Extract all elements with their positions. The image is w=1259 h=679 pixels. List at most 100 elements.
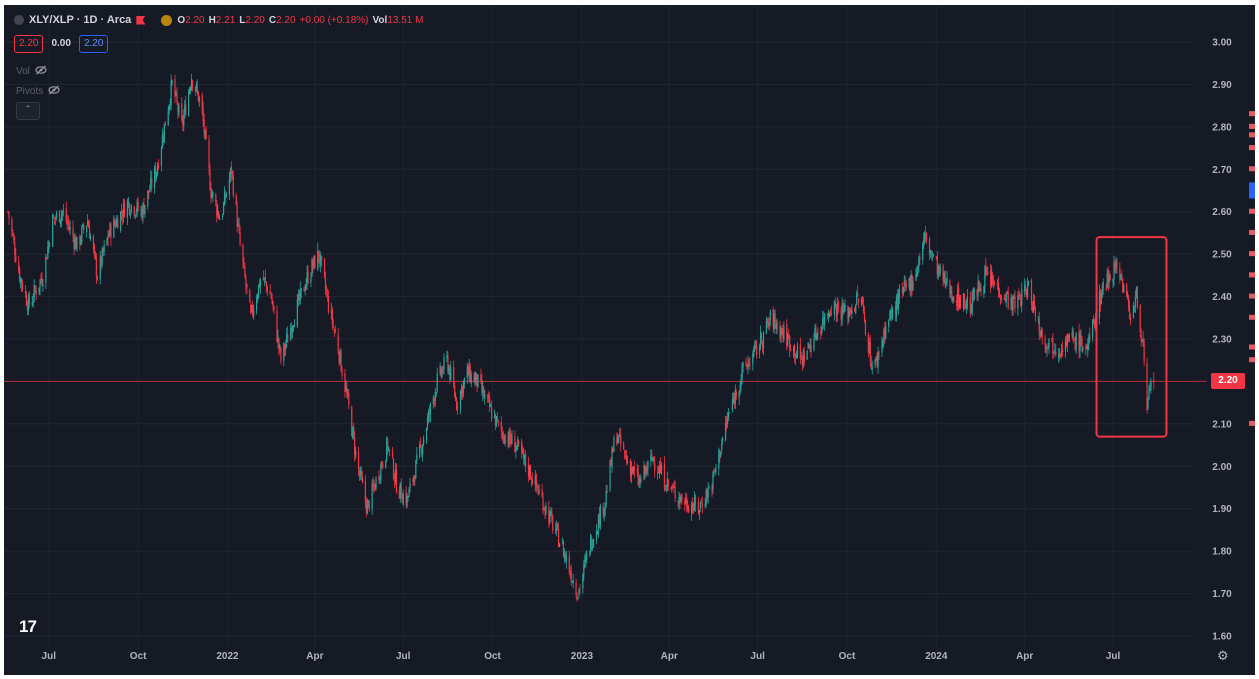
- tradingview-logo[interactable]: 17: [19, 617, 37, 636]
- candle: [657, 466, 659, 481]
- candle: [143, 197, 145, 215]
- alert-marker[interactable]: [1249, 344, 1255, 350]
- candle: [841, 297, 843, 326]
- alert-marker[interactable]: [1249, 314, 1255, 320]
- candle: [636, 463, 638, 477]
- candle: [833, 300, 835, 321]
- candle: [266, 284, 268, 296]
- candle: [1094, 319, 1096, 329]
- candle: [340, 348, 342, 372]
- scroll-marker[interactable]: [1249, 182, 1255, 199]
- candle: [223, 186, 226, 206]
- market-status-icon[interactable]: [161, 14, 173, 26]
- candle: [728, 412, 731, 414]
- alert-marker[interactable]: [1249, 111, 1255, 117]
- candle: [924, 231, 926, 246]
- price-chart[interactable]: 3.00 2.90 2.80 2.70 2.60 2.50 2.40 2.30 2.20 2.10…: [4, 5, 1255, 675]
- candle: [202, 101, 204, 127]
- alert-marker[interactable]: [1249, 132, 1255, 138]
- gear-icon[interactable]: ⚙: [1217, 648, 1229, 663]
- candle: [609, 459, 611, 493]
- candle: [215, 192, 217, 207]
- candle: [389, 448, 391, 457]
- flag-icon[interactable]: [136, 15, 146, 25]
- candle: [738, 390, 740, 406]
- candle: [219, 214, 221, 220]
- candle: [490, 400, 493, 422]
- candle: [576, 592, 578, 602]
- candle: [278, 338, 280, 356]
- candle: [128, 202, 130, 217]
- candle: [1088, 333, 1090, 350]
- candle: [997, 276, 1000, 298]
- candle: [1149, 382, 1151, 392]
- candle: [493, 409, 496, 419]
- candle: [217, 204, 219, 219]
- candle: [895, 293, 898, 322]
- alert-marker[interactable]: [1249, 272, 1255, 278]
- candle: [110, 222, 112, 246]
- candle: [847, 305, 849, 326]
- sell-button[interactable]: 2.20: [14, 35, 44, 53]
- candle: [715, 464, 717, 476]
- alert-marker[interactable]: [1249, 229, 1255, 235]
- chart-frame[interactable]: 3.00 2.90 2.80 2.70 2.60 2.50 2.40 2.30 2.20 2.10…: [4, 5, 1255, 675]
- alert-marker[interactable]: [1249, 145, 1255, 151]
- candle: [874, 358, 876, 369]
- candle: [250, 301, 252, 315]
- indicator-pivots[interactable]: Pivots: [16, 85, 60, 98]
- candle: [1082, 345, 1084, 354]
- candle: [184, 99, 186, 119]
- alert-marker[interactable]: [1249, 293, 1255, 299]
- candle: [1109, 273, 1111, 282]
- candle: [231, 169, 233, 181]
- candle: [87, 214, 89, 227]
- candle: [190, 73, 193, 92]
- highlight-box[interactable]: [1095, 236, 1168, 438]
- y-tick-label: 1.60: [1212, 632, 1232, 643]
- x-tick-label: Apr: [306, 651, 323, 662]
- candle: [210, 181, 212, 204]
- alert-marker[interactable]: [1249, 420, 1255, 426]
- candle: [168, 104, 170, 115]
- y-tick-label: 2.90: [1212, 80, 1232, 91]
- candle: [1132, 301, 1135, 319]
- alert-marker[interactable]: [1249, 357, 1255, 363]
- alert-marker[interactable]: [1249, 208, 1255, 214]
- chevron-up-icon[interactable]: ˆ: [16, 102, 40, 120]
- alert-marker[interactable]: [1249, 166, 1255, 172]
- candle: [154, 164, 156, 194]
- candle: [203, 113, 205, 139]
- eye-off-icon[interactable]: [48, 85, 60, 98]
- candle: [794, 353, 797, 365]
- candle: [453, 360, 455, 389]
- candle: [420, 437, 422, 449]
- candle: [1053, 350, 1055, 359]
- candle: [938, 263, 940, 277]
- candle: [855, 303, 857, 315]
- candle: [156, 162, 159, 177]
- candle: [148, 190, 150, 200]
- eye-off-icon[interactable]: [35, 65, 47, 78]
- candle: [704, 498, 706, 509]
- candle: [1140, 328, 1142, 347]
- candle: [788, 328, 790, 340]
- candle: [578, 588, 580, 599]
- candle: [1030, 278, 1033, 311]
- candle: [889, 310, 891, 321]
- candle: [571, 580, 573, 583]
- candle: [691, 497, 694, 515]
- x-tick-label: Oct: [130, 651, 147, 662]
- candle: [279, 343, 281, 354]
- y-tick-label: 2.40: [1212, 292, 1232, 303]
- symbol-title[interactable]: XLY/XLP · 1D · Arca: [29, 14, 132, 26]
- x-tick-label: Apr: [1016, 651, 1033, 662]
- indicator-vol[interactable]: Vol: [16, 65, 47, 78]
- candle: [379, 475, 381, 485]
- alert-marker[interactable]: [1249, 251, 1255, 257]
- alert-marker[interactable]: [1249, 123, 1255, 129]
- buy-button[interactable]: 2.20: [78, 35, 109, 53]
- candle: [1085, 343, 1087, 356]
- candle: [817, 327, 819, 340]
- candle: [1129, 313, 1132, 326]
